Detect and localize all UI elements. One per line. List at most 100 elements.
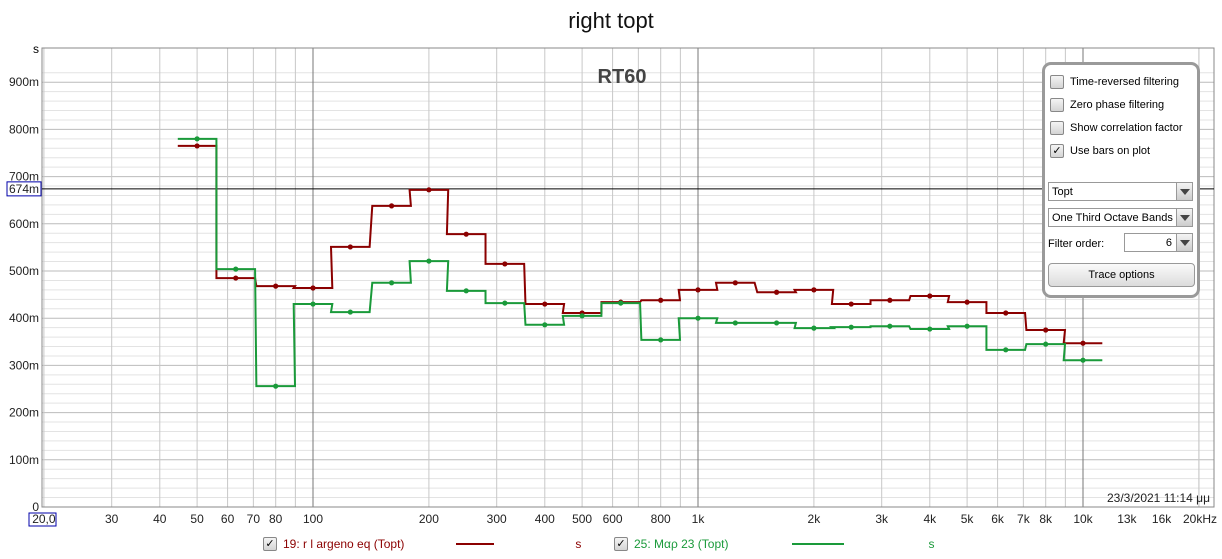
y-tick-label: 200m	[9, 406, 39, 420]
data-point	[732, 280, 738, 286]
bands-value: One Third Octave Bands	[1052, 211, 1173, 224]
x-tick-label: 6k	[991, 512, 1005, 526]
data-point	[542, 301, 548, 307]
x-tick-label: 30	[105, 512, 119, 526]
data-point	[1003, 310, 1009, 316]
data-point	[1080, 357, 1086, 363]
data-point	[502, 300, 508, 306]
metric-select[interactable]: Topt	[1048, 182, 1193, 201]
bands-select[interactable]: One Third Octave Bands	[1048, 208, 1193, 227]
chevron-down-icon	[1176, 183, 1192, 200]
data-point	[658, 337, 664, 343]
x-tick-label: 80	[269, 512, 283, 526]
x-tick-label: 400	[535, 512, 555, 526]
x-tick-label: 50	[190, 512, 204, 526]
data-point	[426, 187, 432, 193]
y-tick-label: 400m	[9, 311, 39, 325]
y-tick-label: 0	[32, 500, 39, 514]
data-point	[1003, 347, 1009, 353]
chart-title: right topt	[568, 8, 654, 33]
data-point	[811, 287, 817, 293]
legend-label: 25: Μαρ 23 (Topt)	[634, 537, 729, 551]
x-tick-label: 300	[487, 512, 507, 526]
x-tick-label: 40	[153, 512, 167, 526]
data-point	[463, 231, 469, 237]
legend-item-1[interactable]: ✓ 19: r l argeno eq (Topt) s	[263, 537, 581, 551]
y-tick-label: 300m	[9, 358, 39, 372]
correlation-checkbox[interactable]: Show correlation factor	[1050, 121, 1183, 135]
x-tick-label: 8k	[1039, 512, 1053, 526]
data-point	[426, 258, 432, 264]
x-tick-label: 20kHz	[1183, 512, 1217, 526]
x-tick-label: 800	[651, 512, 671, 526]
series-line-2	[177, 137, 1103, 388]
x-tick-label: 7k	[1017, 512, 1031, 526]
legend-swatch	[456, 543, 495, 545]
cursor-label-box	[6, 181, 42, 197]
legend-label: 19: r l argeno eq (Topt)	[283, 537, 405, 551]
legend-swatch	[792, 543, 845, 545]
data-point	[848, 324, 854, 330]
data-point	[773, 320, 780, 326]
data-point	[1043, 327, 1049, 333]
data-point	[273, 283, 279, 289]
data-point	[233, 275, 239, 281]
options-panel: Time-reversed filtering Zero phase filte…	[1042, 62, 1200, 298]
data-point	[811, 325, 817, 331]
data-point	[964, 323, 970, 329]
legend-unit: s	[575, 537, 582, 551]
filter-order-label: Filter order:	[1048, 238, 1105, 250]
data-point	[695, 315, 701, 321]
option-label: Time-reversed filtering	[1070, 76, 1180, 88]
x-tick-label: 500	[572, 512, 592, 526]
data-point	[502, 261, 508, 267]
data-point	[658, 297, 664, 303]
plot-frame	[41, 47, 1215, 508]
zero-phase-checkbox[interactable]: Zero phase filtering	[1050, 98, 1164, 112]
option-label: Show correlation factor	[1070, 122, 1183, 134]
use-bars-checkbox[interactable]: ✓ Use bars on plot	[1050, 144, 1150, 158]
checkbox-icon	[1050, 121, 1064, 135]
x-cursor-box	[28, 512, 57, 527]
data-point	[347, 309, 353, 315]
legend-item-2[interactable]: ✓ 25: Μαρ 23 (Topt) s	[614, 537, 934, 551]
data-point	[194, 143, 200, 149]
option-label: Use bars on plot	[1070, 145, 1151, 157]
data-point	[310, 301, 316, 307]
x-tick-label: 13k	[1117, 512, 1137, 526]
data-point	[1043, 341, 1049, 347]
series-line-1	[177, 144, 1103, 345]
y-tick-label: 100m	[9, 453, 39, 467]
data-point	[310, 285, 316, 291]
data-point	[887, 297, 893, 303]
data-point	[848, 301, 854, 307]
chevron-down-icon	[1176, 234, 1192, 251]
x-tick-label: 5k	[961, 512, 975, 526]
y-tick-label: 600m	[9, 217, 39, 231]
x-tick-label: 200	[419, 512, 439, 526]
data-point	[695, 287, 701, 293]
trace-options-button[interactable]: Trace options	[1048, 263, 1195, 287]
checkbox-icon	[1050, 98, 1064, 112]
time-reversed-checkbox[interactable]: Time-reversed filtering	[1050, 75, 1179, 89]
data-point	[732, 320, 738, 326]
timestamp: 23/3/2021 11:14 μμ	[1107, 491, 1210, 505]
checkmark-icon[interactable]: ✓	[614, 537, 628, 551]
x-tick-label: 4k	[923, 512, 937, 526]
x-tick-label: 3k	[875, 512, 889, 526]
filter-order-select[interactable]: 6	[1124, 233, 1193, 252]
data-point	[579, 313, 585, 319]
y-tick-label: 700m	[9, 170, 39, 184]
x-tick-label: 70	[247, 512, 261, 526]
legend-unit: s	[928, 537, 935, 551]
x-tick-label: 60	[221, 512, 235, 526]
checkmark-icon: ✓	[1050, 144, 1064, 158]
data-point	[927, 293, 933, 299]
x-tick-label: 16k	[1152, 512, 1172, 526]
cursor-label: 674m	[9, 182, 39, 196]
checkmark-icon[interactable]: ✓	[263, 537, 277, 551]
y-tick-label: 800m	[9, 122, 39, 136]
checkbox-icon	[1050, 75, 1064, 89]
